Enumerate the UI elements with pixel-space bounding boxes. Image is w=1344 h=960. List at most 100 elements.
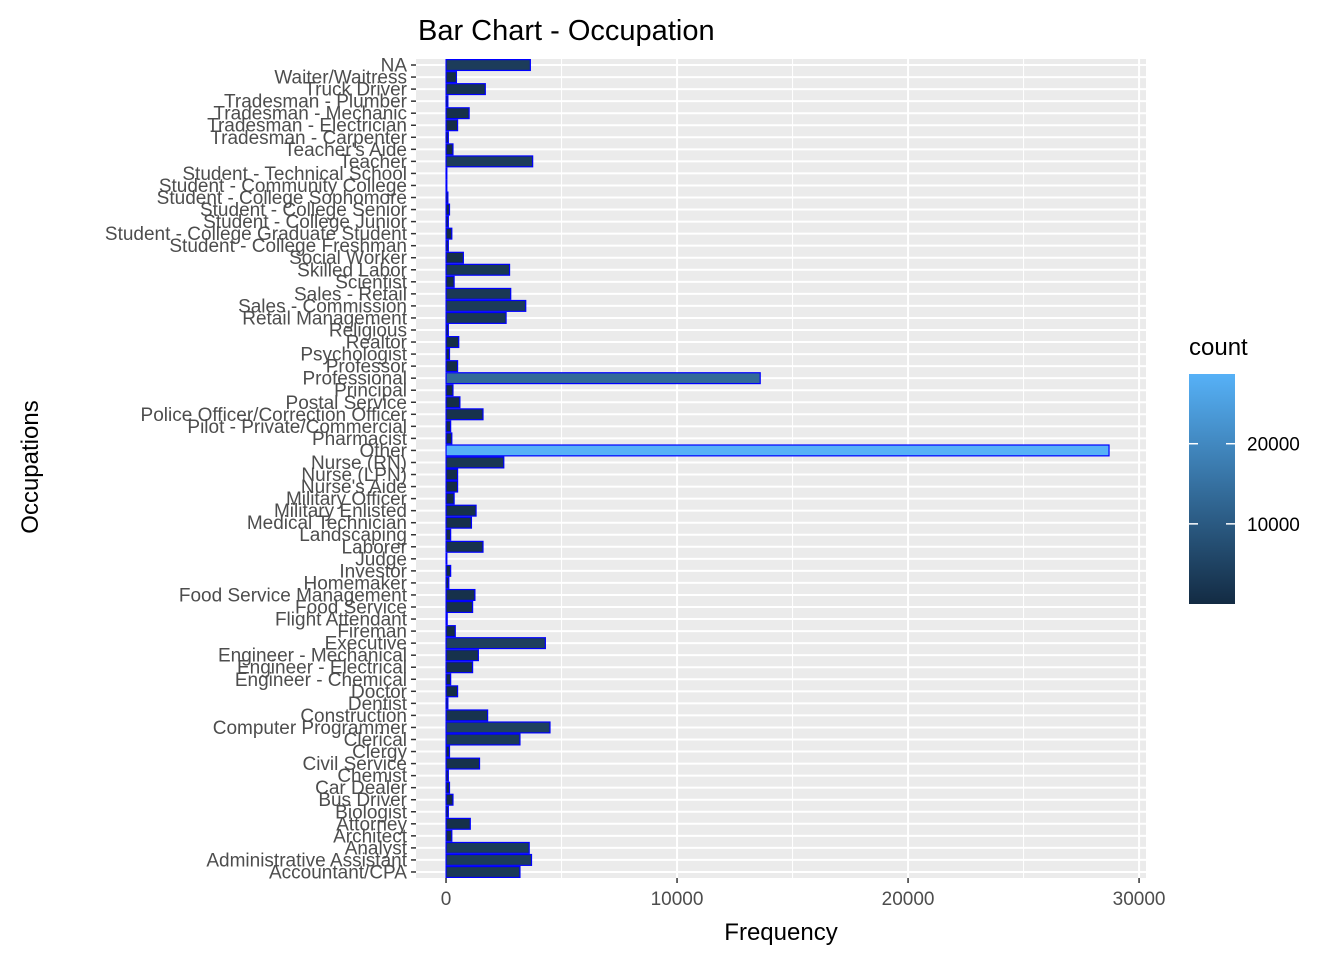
bar (445, 227, 453, 240)
y-tick-label: Psychologist (300, 345, 407, 366)
y-tick-label: Medical Technician (247, 513, 407, 534)
bar (445, 745, 451, 758)
y-tick-label: Clergy (352, 742, 407, 763)
y-tick-label: Postal Service (286, 393, 407, 414)
bar (445, 251, 464, 264)
y-tick-label: Laborer (342, 537, 408, 558)
y-tick-label: Car Dealer (315, 778, 408, 799)
bar (445, 179, 448, 192)
x-axis: 0 10000 20000 30000 (441, 878, 1166, 910)
bar (445, 480, 459, 493)
y-tick-label: Military Enlisted (274, 501, 407, 522)
y-tick-label: Nurse (RN) (311, 453, 407, 474)
y-tick-label: Professor (326, 357, 408, 378)
y-tick-label: Student - College Freshman (169, 236, 407, 257)
y-tick-label: Military Officer (286, 489, 408, 510)
plot-panel (416, 59, 1146, 878)
x-tick-label: 10000 (651, 889, 704, 910)
bar (445, 372, 761, 385)
bar (445, 203, 451, 216)
y-tick-label: Tradesman - Mechanic (213, 104, 407, 125)
y-tick-label: Fireman (337, 622, 407, 643)
y-tick-label: Civil Service (302, 754, 407, 775)
bar (445, 119, 459, 132)
bar (445, 865, 521, 878)
y-tick-label: Biologist (335, 802, 408, 823)
x-tick-label: 30000 (1113, 889, 1166, 910)
bar (445, 733, 521, 746)
y-tick-label: Analyst (345, 838, 408, 859)
y-tick-label: Engineer - Electrical (237, 658, 407, 679)
bar (445, 552, 448, 565)
bar (445, 600, 474, 614)
y-tick-label: Student - College Graduate Student (105, 224, 408, 245)
bar (445, 853, 533, 866)
y-tick-label: Accountant/CPA (269, 862, 407, 883)
bar (445, 456, 505, 469)
y-tick-label: Computer Programmer (213, 718, 408, 739)
y-tick-label: Police Officer/Correction Officer (141, 405, 408, 426)
y-tick-label: Clerical (344, 730, 407, 751)
bar (445, 275, 455, 288)
bar (445, 721, 551, 734)
bar (445, 155, 534, 168)
y-tick-label: Truck Driver (304, 80, 407, 101)
bar (445, 167, 448, 180)
bar (445, 661, 474, 674)
bar (445, 468, 459, 481)
bar (445, 625, 456, 638)
bar (445, 299, 527, 312)
bar (445, 588, 476, 601)
x-axis-title: Frequency (724, 919, 837, 946)
bar (445, 432, 453, 445)
bar (445, 673, 452, 686)
legend-title: count (1189, 334, 1248, 361)
bar (445, 384, 454, 397)
legend-tick-label: 20000 (1247, 435, 1300, 456)
y-tick-label: Administrative Assistant (206, 850, 407, 871)
bar (445, 360, 459, 373)
bar (445, 829, 453, 842)
color-legend: count 10000 20000 (1189, 334, 1300, 604)
y-axis-title: Occupations (17, 400, 44, 533)
y-tick-label: Judge (355, 549, 407, 570)
bar (445, 649, 479, 662)
y-tick-label: Pilot - Private/Commercial (187, 417, 407, 438)
y-tick-label: Bus Driver (318, 790, 407, 811)
bar (445, 59, 531, 72)
bar (445, 516, 473, 529)
grid-lines (416, 59, 1146, 878)
y-tick-label: Teacher (339, 152, 407, 173)
legend-colorbar (1189, 374, 1235, 604)
y-tick-label: Realtor (346, 333, 408, 354)
y-tick-label: Waiter/Waitress (274, 68, 407, 89)
bar (445, 239, 449, 252)
y-tick-label: Retail Management (242, 308, 407, 329)
x-tick-label: 0 (441, 889, 452, 910)
y-tick-label: Dentist (348, 694, 408, 715)
bar (445, 71, 458, 84)
bar (445, 396, 461, 409)
bar (445, 263, 511, 276)
bar (445, 83, 486, 96)
y-tick-label: Food Service Management (179, 585, 408, 606)
y-tick-label: Skilled Labor (297, 260, 408, 281)
y-tick-label: Engineer - Mechanical (218, 646, 407, 667)
y-tick-label: Nurse (LPN) (301, 465, 407, 486)
bar (445, 492, 455, 505)
y-tick-label: Tradesman - Carpenter (210, 128, 407, 149)
y-tick-label: Sales - Commission (238, 296, 407, 317)
y-tick-label: Teacher's Aide (284, 140, 407, 161)
bar (445, 95, 449, 108)
bar (445, 817, 471, 830)
bar (445, 408, 484, 421)
y-tick-label: Pharmacist (312, 429, 408, 450)
y-tick-label: Architect (333, 826, 408, 847)
chart-title: Bar Chart - Occupation (418, 15, 715, 47)
y-tick-label: Engineer - Chemical (235, 670, 407, 691)
bar (445, 420, 452, 433)
y-tick-label: Construction (300, 706, 407, 727)
bar (445, 540, 484, 553)
y-tick-label: Flight Attendant (275, 610, 408, 631)
